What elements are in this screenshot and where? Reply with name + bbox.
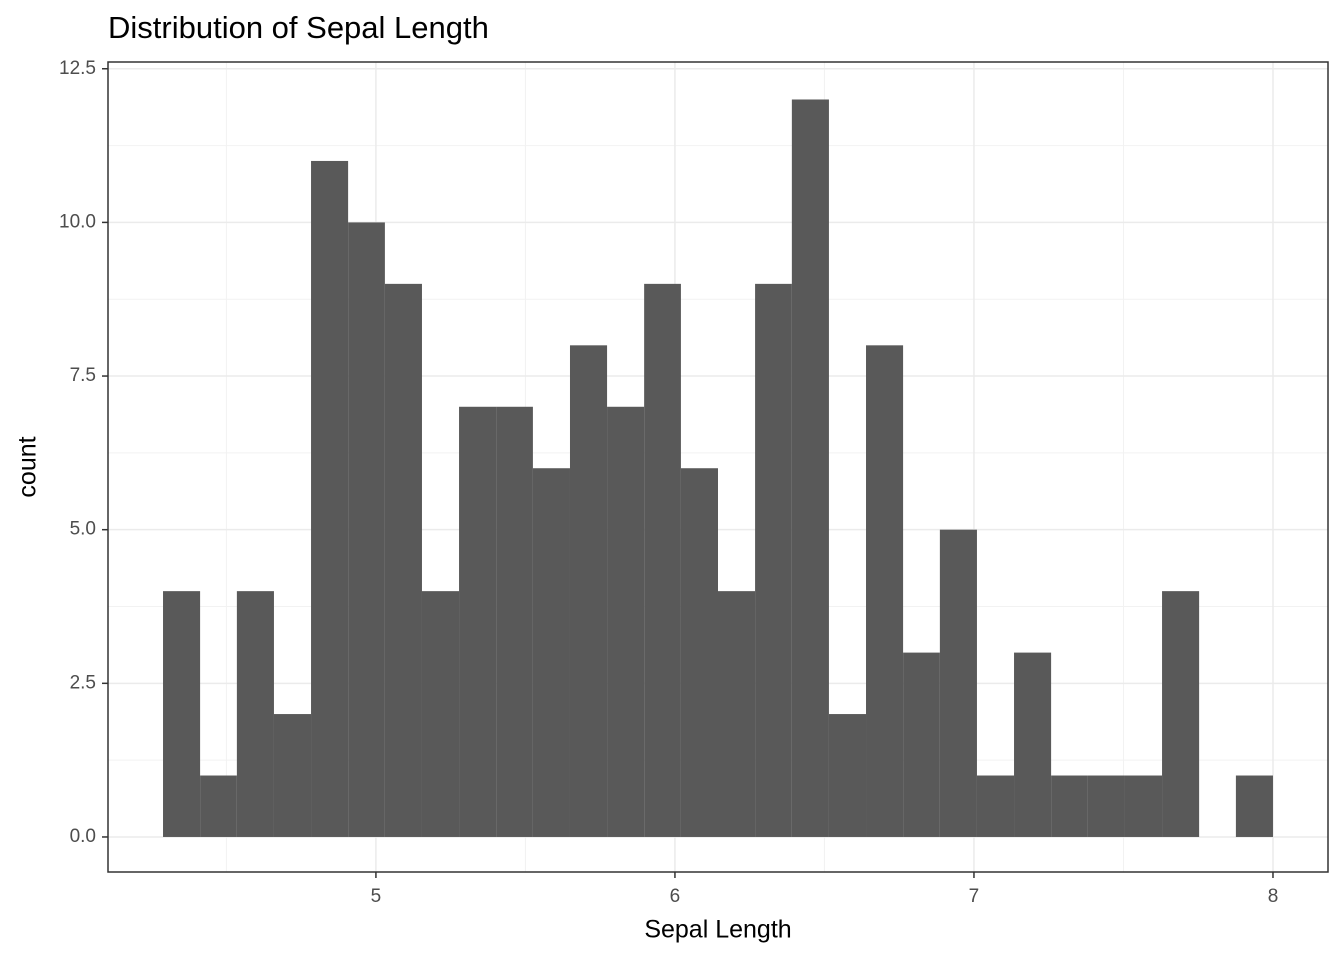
- bar: [680, 468, 718, 837]
- y-tick-label: 2.5: [70, 672, 96, 693]
- bar: [828, 714, 867, 837]
- x-tick-label: 8: [1268, 886, 1279, 907]
- bar: [1162, 591, 1200, 837]
- bar: [459, 406, 497, 837]
- bar: [791, 99, 829, 837]
- x-tick-label: 7: [969, 886, 980, 907]
- x-tick-label: 6: [670, 886, 681, 907]
- y-tick-label: 5.0: [70, 519, 96, 540]
- bar: [348, 222, 385, 837]
- bar: [1124, 775, 1163, 837]
- bar: [1014, 652, 1052, 837]
- bar: [755, 283, 792, 837]
- y-tick-label: 12.5: [59, 58, 96, 79]
- bar: [311, 160, 349, 837]
- y-tick-label: 7.5: [70, 365, 96, 386]
- x-tick-label: 5: [371, 886, 382, 907]
- bar: [1235, 775, 1273, 837]
- bar: [569, 345, 608, 837]
- bar: [496, 406, 533, 837]
- panel-border: [107, 61, 1329, 873]
- bar: [1051, 775, 1088, 837]
- bar: [939, 529, 977, 837]
- y-tick-label: 10.0: [59, 211, 96, 232]
- bar: [1087, 775, 1125, 837]
- bar: [607, 406, 645, 837]
- bar: [976, 775, 1015, 837]
- bar: [866, 345, 904, 837]
- bar: [532, 468, 570, 837]
- bar: [718, 591, 756, 837]
- y-axis-title: count: [14, 436, 42, 497]
- bar: [384, 283, 422, 837]
- chart-title: Distribution of Sepal Length: [108, 10, 489, 45]
- bar: [644, 283, 681, 837]
- y-tick-label: 0.0: [70, 826, 96, 847]
- bar: [163, 591, 201, 837]
- bar: [236, 591, 274, 837]
- bar: [903, 652, 940, 837]
- bar: [421, 591, 460, 837]
- bar: [200, 775, 237, 837]
- x-axis-title: Sepal Length: [644, 916, 791, 944]
- bar: [273, 714, 312, 837]
